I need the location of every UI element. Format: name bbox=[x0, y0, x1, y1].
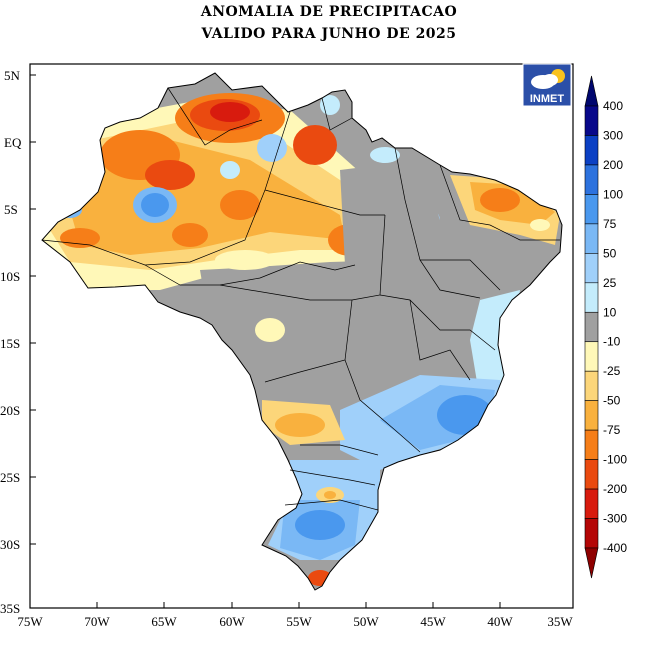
colorbar-swatch bbox=[584, 135, 599, 166]
colorbar-swatch bbox=[584, 282, 599, 313]
lon-label: 70W bbox=[84, 614, 110, 629]
map-subtitle: VALIDO PARA JUNHO DE 2025 bbox=[201, 26, 457, 42]
lon-label: 75W bbox=[17, 614, 43, 629]
colorbar-swatch bbox=[584, 164, 599, 195]
lat-label: 25S bbox=[0, 470, 20, 485]
lat-label: 5N bbox=[4, 68, 21, 83]
anomaly-field bbox=[42, 73, 562, 590]
colorbar-label: 200 bbox=[603, 158, 623, 172]
logo-text: INMET bbox=[530, 93, 565, 105]
colorbar-label: 50 bbox=[603, 246, 617, 260]
colorbar-swatch bbox=[584, 105, 599, 136]
colorbar-label: -50 bbox=[603, 394, 621, 408]
lon-label: 40W bbox=[487, 614, 513, 629]
colorbar-label: 400 bbox=[603, 99, 623, 113]
lon-label: 35W bbox=[547, 614, 573, 629]
colorbar-swatch bbox=[584, 223, 599, 254]
lat-axis: 5N EQ 5S 10S 15S 20S 25S 30S 35S bbox=[0, 68, 36, 616]
plot-frame bbox=[29, 63, 574, 609]
colorbar-swatch bbox=[584, 429, 599, 460]
lat-label: 15S bbox=[0, 336, 20, 351]
colorbar-top-arrow bbox=[584, 75, 599, 107]
colorbar: 400 300 200 100 75 50 25 10 -10 -25 -50 -75 -100 -200… bbox=[584, 75, 627, 579]
colorbar-swatch bbox=[584, 488, 599, 519]
colorbar-label: -200 bbox=[603, 482, 627, 496]
lat-label: 5S bbox=[4, 202, 18, 217]
map-title: ANOMALIA DE PRECIPITACAO bbox=[200, 4, 458, 20]
lat-label: 30S bbox=[0, 537, 20, 552]
colorbar-swatch bbox=[584, 341, 599, 372]
colorbar-label: -300 bbox=[603, 512, 627, 526]
colorbar-swatch bbox=[584, 400, 599, 431]
colorbar-swatch bbox=[584, 253, 599, 284]
colorbar-label: -100 bbox=[603, 453, 627, 467]
colorbar-label: -75 bbox=[603, 423, 621, 437]
colorbar-label: 25 bbox=[603, 276, 617, 290]
colorbar-label: 75 bbox=[603, 217, 617, 231]
colorbar-label: 300 bbox=[603, 128, 623, 142]
colorbar-swatch bbox=[584, 518, 599, 549]
lon-axis: 75W 70W 65W 60W 55W 50W 45W 40W 35W bbox=[17, 602, 573, 629]
state-borders bbox=[41, 87, 560, 511]
colorbar-swatch bbox=[584, 311, 599, 343]
lat-label: EQ bbox=[4, 135, 22, 150]
colorbar-label: 100 bbox=[603, 187, 623, 201]
colorbar-label: -400 bbox=[603, 541, 627, 555]
colorbar-swatch bbox=[584, 194, 599, 225]
colorbar-label: 10 bbox=[603, 305, 617, 319]
lon-label: 65W bbox=[151, 614, 177, 629]
lon-label: 55W bbox=[286, 614, 312, 629]
inmet-logo: INMET bbox=[522, 63, 572, 107]
lon-label: 60W bbox=[219, 614, 245, 629]
lat-label: 35S bbox=[0, 601, 20, 616]
colorbar-bottom-arrow bbox=[584, 547, 599, 579]
lon-label: 50W bbox=[353, 614, 379, 629]
colorbar-swatch bbox=[584, 459, 599, 490]
colorbar-label: -10 bbox=[603, 335, 621, 349]
lat-label: 20S bbox=[0, 403, 20, 418]
lat-label: 10S bbox=[0, 269, 20, 284]
lon-label: 45W bbox=[420, 614, 446, 629]
colorbar-label: -25 bbox=[603, 364, 621, 378]
colorbar-swatch bbox=[584, 370, 599, 401]
